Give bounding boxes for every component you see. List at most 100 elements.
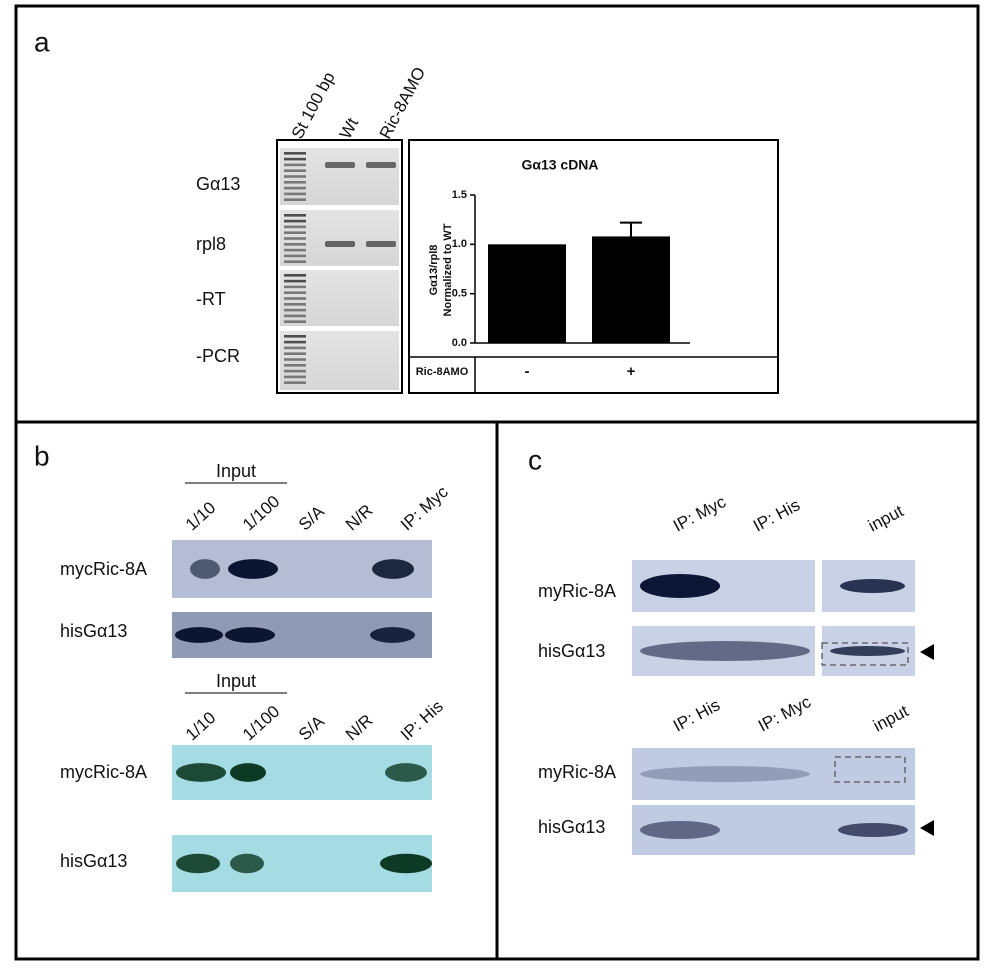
ladder-band bbox=[284, 260, 306, 263]
row-label: myRic-8A bbox=[538, 762, 616, 782]
lane-label: 1/10 bbox=[182, 498, 219, 534]
band bbox=[366, 162, 396, 168]
band bbox=[372, 559, 414, 579]
band bbox=[380, 853, 432, 874]
panel-label: b bbox=[34, 440, 50, 471]
ladder-band bbox=[284, 254, 306, 258]
row-label: hisGα13 bbox=[60, 851, 127, 871]
band bbox=[640, 641, 810, 661]
ladder-band bbox=[284, 198, 306, 201]
lane-label: IP: His bbox=[750, 495, 803, 535]
ladder-band bbox=[284, 219, 306, 223]
gel bbox=[280, 148, 399, 390]
ladder-band bbox=[284, 181, 306, 184]
lane-label: input bbox=[865, 501, 907, 535]
y-axis-label: Gα13/rpl8 bbox=[428, 245, 440, 296]
y-axis-label: Normalized to WT bbox=[442, 223, 454, 316]
lane-label: IP: Myc bbox=[397, 482, 452, 534]
row-label: -PCR bbox=[196, 346, 240, 366]
x-axis-label: Ric-8AMO bbox=[416, 366, 469, 378]
band bbox=[840, 579, 905, 593]
row-label: rpl8 bbox=[196, 234, 226, 254]
ladder-band bbox=[284, 279, 306, 283]
ladder-band bbox=[284, 308, 306, 312]
ladder-band bbox=[284, 243, 306, 246]
band bbox=[225, 627, 275, 643]
y-tick-label: 1.5 bbox=[452, 189, 467, 201]
ladder-band bbox=[284, 192, 306, 196]
row-label: -RT bbox=[196, 289, 226, 309]
blot-header: Input bbox=[216, 671, 256, 691]
ladder-band bbox=[284, 157, 306, 161]
band bbox=[230, 763, 266, 782]
ladder-band bbox=[284, 369, 306, 373]
row-label: Gα13 bbox=[196, 174, 240, 194]
dashed-box bbox=[834, 756, 906, 783]
ladder-band bbox=[284, 186, 306, 190]
y-tick-label: 0.5 bbox=[452, 288, 467, 300]
ladder-band bbox=[284, 346, 306, 350]
band bbox=[640, 821, 720, 839]
band bbox=[228, 559, 278, 579]
band bbox=[190, 559, 220, 579]
blot-header: Input bbox=[216, 461, 256, 481]
band bbox=[366, 241, 396, 247]
band bbox=[175, 627, 223, 643]
x-tick-label: + bbox=[627, 363, 636, 380]
row-label: myRic-8A bbox=[538, 581, 616, 601]
ladder-band bbox=[284, 381, 306, 384]
error-bar bbox=[620, 221, 642, 237]
row-label: hisGα13 bbox=[60, 621, 127, 641]
ladder-band bbox=[284, 291, 306, 294]
ladder-band bbox=[284, 320, 306, 323]
band bbox=[370, 627, 415, 643]
ladder-band bbox=[284, 314, 306, 318]
band bbox=[176, 763, 226, 782]
lane-label: IP: His bbox=[397, 697, 447, 745]
band bbox=[838, 823, 908, 837]
lane-label: N/R bbox=[342, 501, 376, 535]
ladder-band bbox=[284, 248, 306, 252]
band bbox=[640, 766, 810, 782]
ladder-band bbox=[284, 352, 306, 355]
lane-label: Ric-8AMO bbox=[376, 64, 430, 142]
lane-label: input bbox=[870, 701, 912, 735]
lane-label: St 100 bp bbox=[288, 69, 339, 142]
band bbox=[176, 853, 220, 874]
arrowhead bbox=[920, 820, 934, 836]
chart-title: Gα13 cDNA bbox=[521, 157, 598, 173]
y-tick-label: 1.0 bbox=[452, 238, 467, 250]
ladder-band bbox=[284, 214, 306, 217]
band bbox=[325, 241, 355, 247]
arrowhead bbox=[920, 644, 934, 660]
row-label: mycRic-8A bbox=[60, 559, 147, 579]
panel-c: IP: Myc IP: His input myRic-8A hisGα13 IP: Hi… bbox=[538, 492, 934, 855]
ladder-band bbox=[284, 163, 306, 167]
ladder-band bbox=[284, 285, 306, 289]
band bbox=[325, 162, 355, 168]
ladder-band bbox=[284, 175, 306, 178]
band bbox=[385, 763, 427, 782]
lane-label: IP: His bbox=[670, 695, 723, 735]
row-label: hisGα13 bbox=[538, 641, 605, 661]
panel-label: c bbox=[528, 444, 542, 475]
ladder-band bbox=[284, 231, 306, 234]
x-tick-label: - bbox=[525, 363, 530, 380]
lane-label: 1/100 bbox=[239, 492, 283, 535]
panel-frame bbox=[495, 420, 980, 961]
ladder-band bbox=[284, 364, 306, 367]
bar bbox=[488, 244, 566, 343]
ladder-band bbox=[284, 358, 306, 361]
chart: 0.0 0.5 1.0 1.5 - + bbox=[452, 189, 690, 380]
row-label: mycRic-8A bbox=[60, 762, 147, 782]
ladder-band bbox=[284, 169, 306, 172]
lane-label: IP: Myc bbox=[670, 492, 729, 536]
lane-label: S/A bbox=[295, 501, 329, 534]
lane-label: 1/100 bbox=[239, 702, 283, 745]
panel-label: a bbox=[34, 26, 50, 57]
ladder-band bbox=[284, 335, 306, 338]
band bbox=[230, 853, 264, 874]
lane-label: Wt bbox=[336, 114, 363, 142]
lane-label: 1/10 bbox=[182, 708, 219, 744]
